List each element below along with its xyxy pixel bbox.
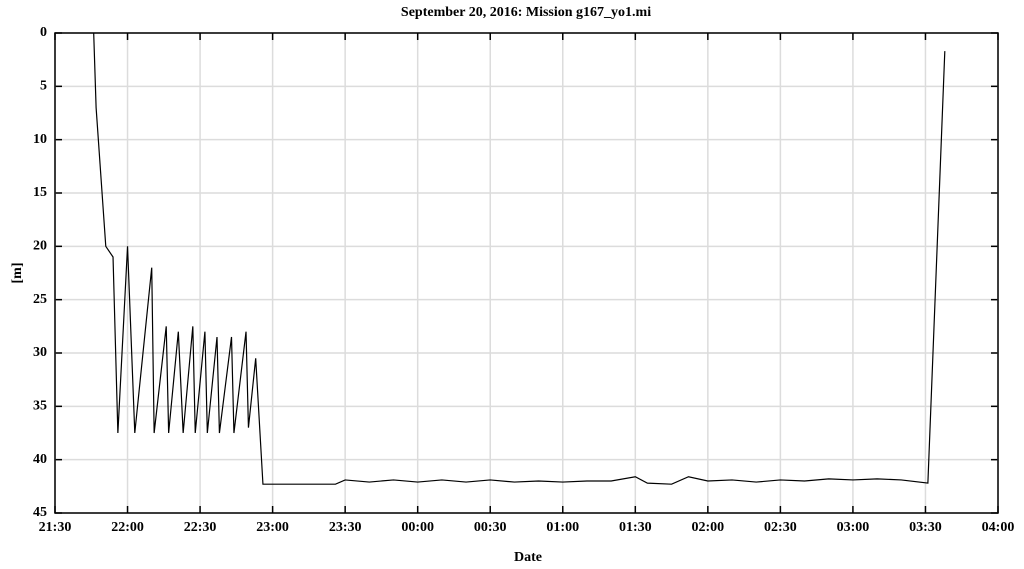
x-tick-label: 03:00 xyxy=(837,520,870,535)
y-tick-label: 40 xyxy=(33,452,47,467)
x-tick-label: 22:00 xyxy=(111,520,144,535)
y-tick-label: 45 xyxy=(33,505,47,520)
x-tick-label: 00:00 xyxy=(401,520,434,535)
chart-title: September 20, 2016: Mission g167_yo1.mi xyxy=(401,5,651,20)
y-tick-label: 5 xyxy=(40,79,47,94)
x-tick-label: 00:30 xyxy=(474,520,507,535)
y-tick-label: 10 xyxy=(33,132,47,147)
y-tick-label: 0 xyxy=(40,25,47,40)
x-tick-label: 04:00 xyxy=(982,520,1015,535)
x-tick-label: 01:00 xyxy=(546,520,579,535)
y-tick-label: 35 xyxy=(33,399,47,414)
y-tick-label: 30 xyxy=(33,345,47,360)
x-tick-label: 21:30 xyxy=(39,520,72,535)
x-tick-label: 01:30 xyxy=(619,520,652,535)
data-line xyxy=(93,32,946,485)
y-axis-label: [m] xyxy=(10,263,25,284)
x-tick-label: 03:30 xyxy=(909,520,942,535)
y-tick-label: 25 xyxy=(33,292,47,307)
y-tick-label: 15 xyxy=(33,185,47,200)
x-tick-label: 02:00 xyxy=(692,520,725,535)
x-tick-label: 23:00 xyxy=(256,520,289,535)
x-axis-label: Date xyxy=(514,550,542,565)
x-tick-label: 02:30 xyxy=(764,520,797,535)
y-tick-label: 20 xyxy=(33,239,47,254)
x-tick-label: 23:30 xyxy=(329,520,362,535)
plot-frame xyxy=(54,32,999,514)
x-tick-label: 22:30 xyxy=(184,520,217,535)
